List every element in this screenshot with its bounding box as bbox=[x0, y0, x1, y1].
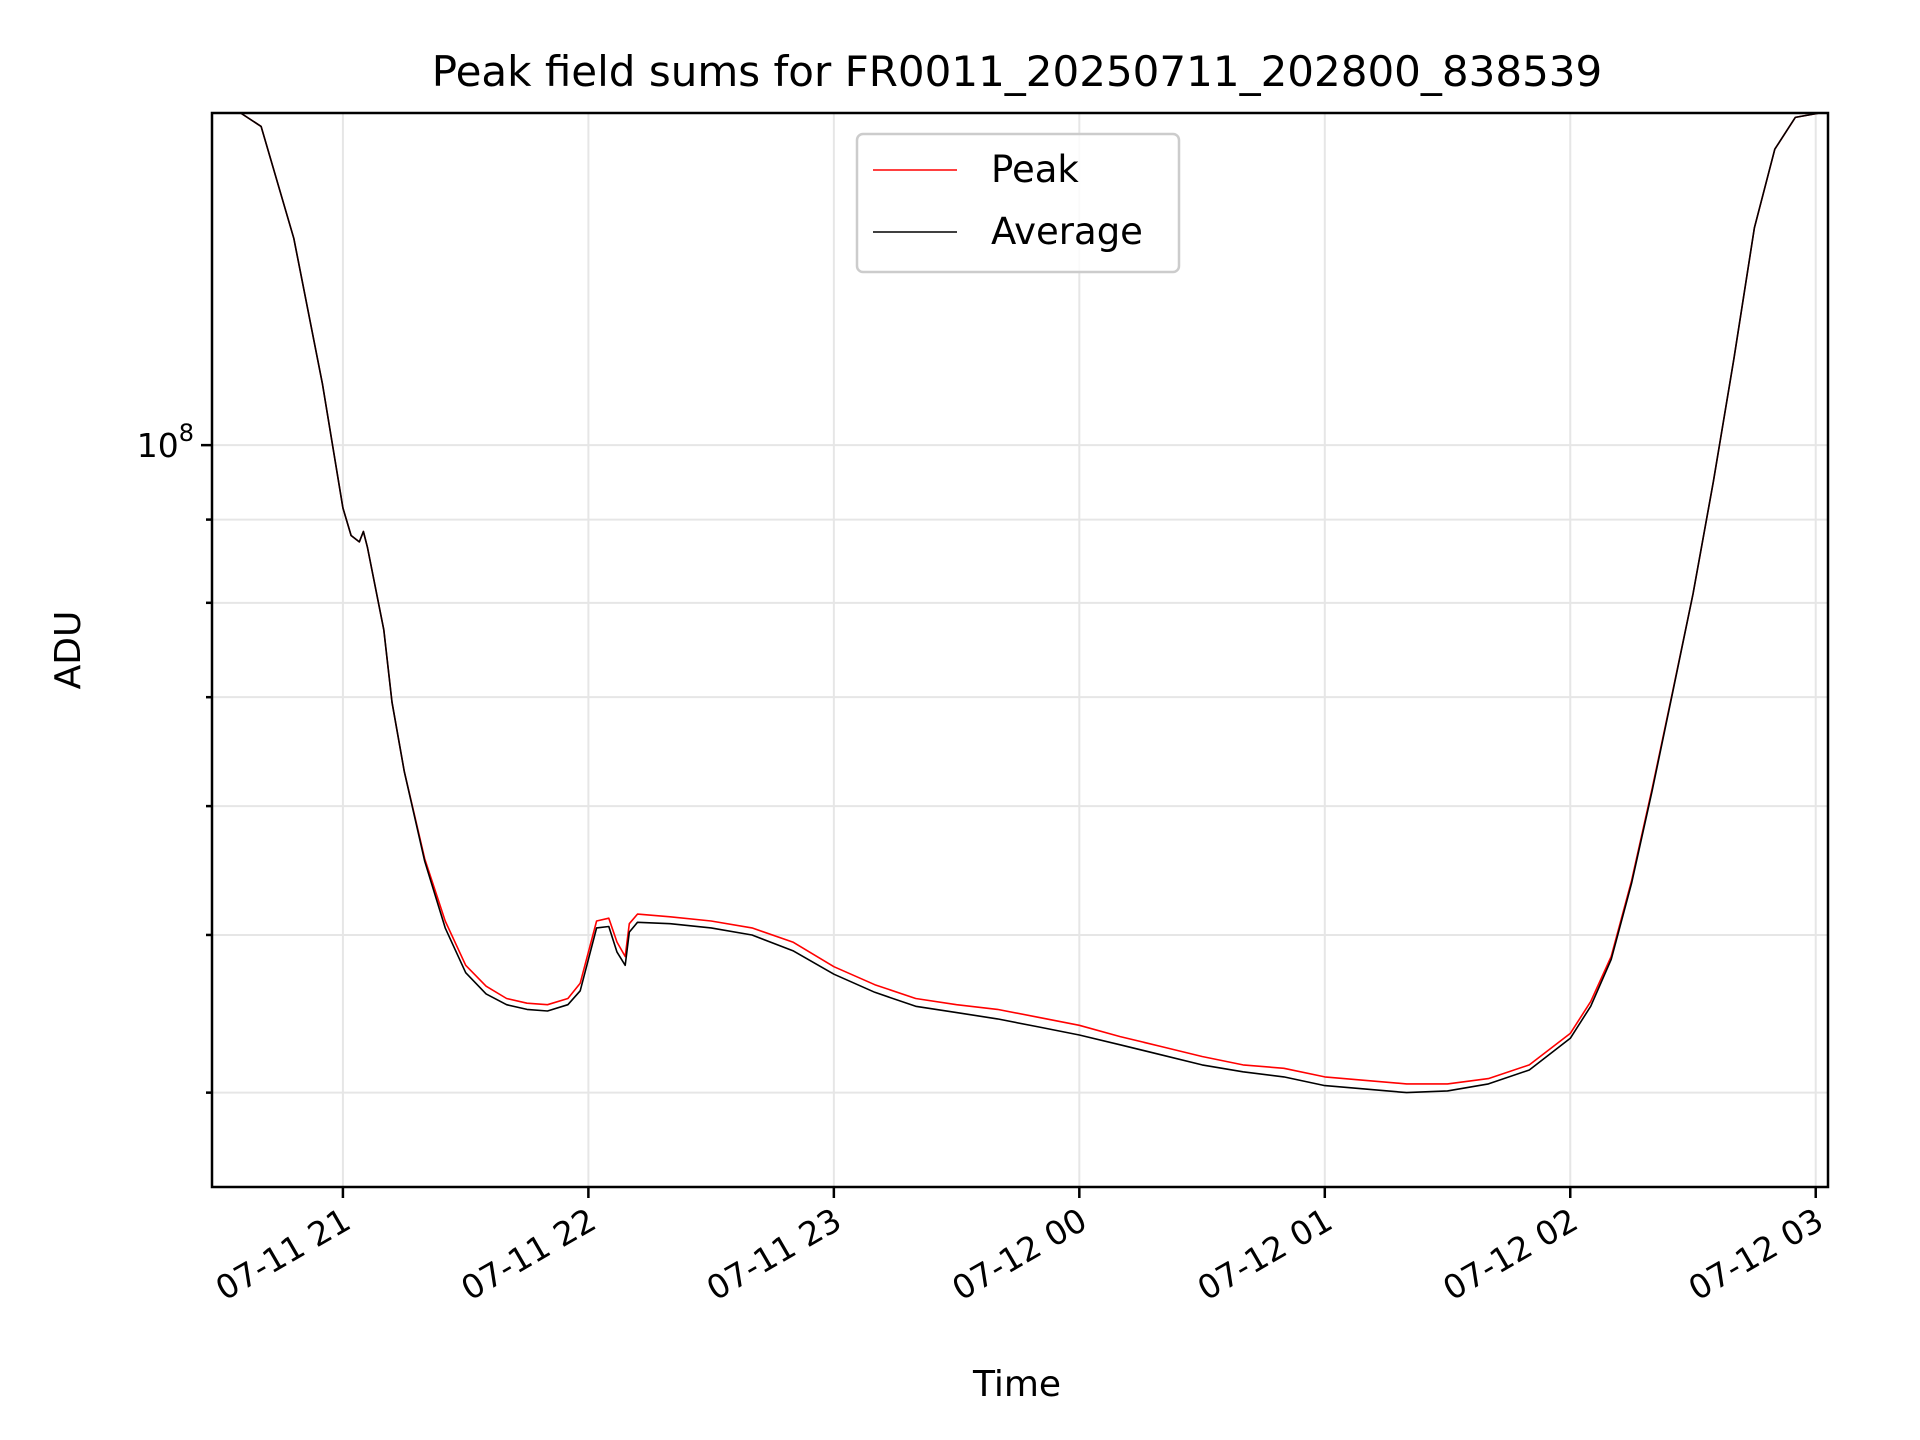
grid bbox=[212, 113, 1828, 1187]
legend-peak-label: Peak bbox=[991, 148, 1079, 191]
legend: Peak Average bbox=[855, 132, 1181, 274]
x-axis-label: Time bbox=[972, 1364, 1061, 1405]
plot-frame bbox=[210, 111, 1830, 1189]
series-line-average bbox=[212, 113, 1820, 1094]
legend-box bbox=[855, 132, 1181, 274]
y-tick-label: 108 bbox=[137, 419, 194, 465]
legend-average-label: Average bbox=[991, 210, 1143, 253]
plot-series bbox=[212, 113, 1820, 1094]
y-axis-label: ADU bbox=[48, 611, 89, 690]
y-tick-label-base: 10 bbox=[137, 426, 179, 465]
y-tick-label-exponent: 8 bbox=[179, 419, 194, 447]
chart-title: Peak field sums for FR0011_20250711_2028… bbox=[432, 47, 1602, 96]
